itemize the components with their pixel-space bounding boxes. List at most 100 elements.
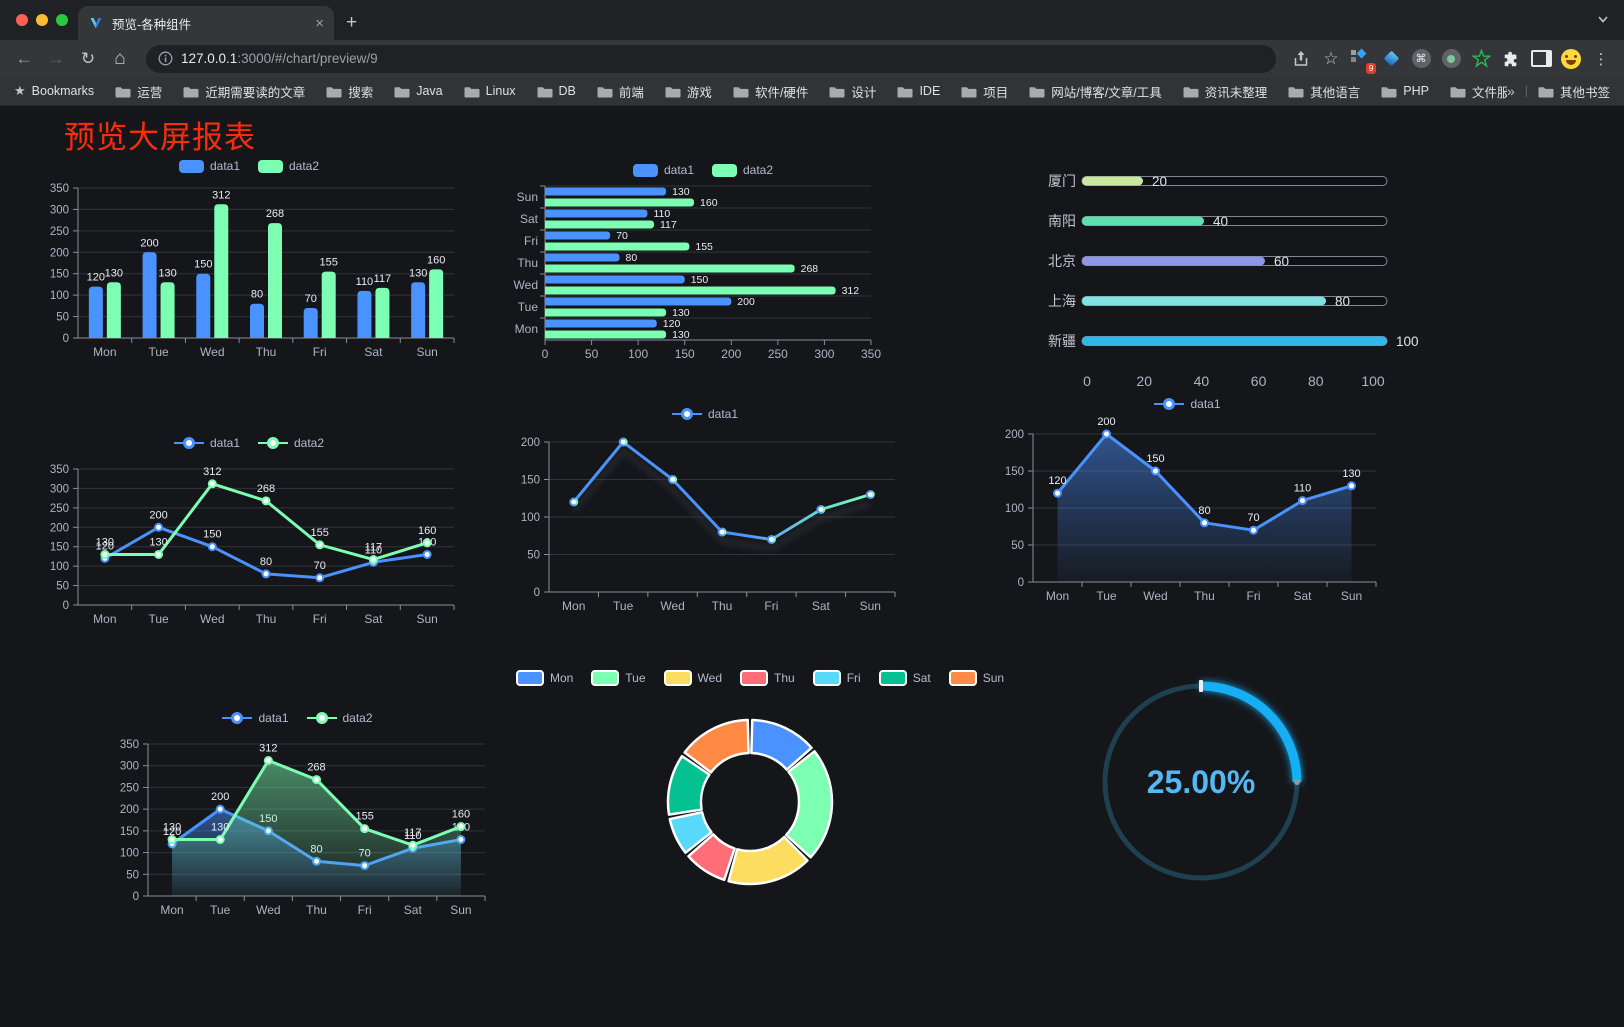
bookmarks-manager[interactable]: ★ Bookmarks [14, 83, 94, 99]
svg-text:Tue: Tue [210, 903, 231, 917]
legend-item-data2[interactable]: data2 [258, 436, 324, 450]
svg-text:200: 200 [211, 791, 229, 803]
svg-text:150: 150 [675, 347, 695, 361]
other-bookmarks-label: 其他书签 [1559, 85, 1610, 100]
maximize-window-button[interactable] [56, 14, 68, 26]
profile-avatar[interactable] [1558, 46, 1584, 72]
legend-item-data2[interactable]: data2 [306, 711, 373, 725]
bookmark-folder[interactable]: 网站/博客/文章/工具 [1029, 82, 1162, 101]
svg-text:Sat: Sat [364, 612, 383, 626]
svg-text:250: 250 [50, 503, 69, 515]
command-extension-icon[interactable]: ⌘ [1408, 46, 1434, 72]
other-bookmarks-folder[interactable]: 其他书签 [1538, 82, 1610, 101]
svg-text:Mon: Mon [93, 612, 116, 626]
bookmark-folder[interactable]: 前端 [597, 82, 644, 101]
svg-text:70: 70 [314, 560, 326, 572]
extension-collage-icon[interactable]: 9 [1348, 46, 1376, 74]
svg-text:150: 150 [1146, 453, 1164, 465]
new-tab-button[interactable]: + [346, 12, 358, 33]
svg-text:50: 50 [126, 869, 139, 881]
bookmark-folder[interactable]: 设计 [829, 82, 876, 101]
site-info-icon[interactable] [158, 51, 173, 66]
svg-text:70: 70 [1247, 512, 1259, 524]
bookmark-folder[interactable]: 资讯未整理 [1183, 82, 1268, 101]
svg-text:100: 100 [120, 848, 139, 860]
tab-search-chevron-icon[interactable] [1596, 12, 1610, 26]
home-icon[interactable]: ⌂ [114, 47, 126, 69]
legend-item-data1[interactable]: data1 [222, 711, 289, 725]
bookmark-folder[interactable]: 软件/硬件 [733, 82, 808, 101]
folder-icon [961, 86, 977, 97]
svg-text:50: 50 [585, 347, 599, 361]
svg-text:155: 155 [320, 257, 338, 269]
back-icon[interactable]: ← [15, 48, 33, 68]
address-bar[interactable]: 127.0.0.1:3000/#/chart/preview/9 [146, 44, 1276, 73]
svg-text:70: 70 [305, 293, 317, 305]
bookmark-folder[interactable]: 其他语言 [1288, 82, 1360, 101]
legend-item-Sun[interactable]: Sun [948, 670, 1004, 686]
legend-item-Mon[interactable]: Mon [515, 670, 573, 686]
legend-item-data1[interactable]: data1 [1154, 397, 1221, 411]
menu-dots-icon[interactable]: ⋮ [1593, 50, 1609, 68]
chart-donut: Mon Tue Wed Thu Fri Sat Sun [515, 666, 1004, 930]
chart-line-dual: data1 data2 0 50 100 150 200 250 300 350 Mon Tue Wed… [30, 431, 468, 635]
close-window-button[interactable] [16, 14, 28, 26]
legend-label: data1 [209, 159, 240, 173]
bookmark-star-icon[interactable]: ☆ [1323, 48, 1339, 68]
legend-item-data1[interactable]: data1 [173, 436, 240, 450]
legend-line-marker-icon [173, 437, 204, 449]
tab-close-icon[interactable]: × [315, 14, 324, 32]
svg-text:350: 350 [120, 739, 139, 751]
bookmark-folder[interactable]: DB [537, 84, 576, 98]
svg-text:80: 80 [1335, 294, 1350, 309]
record-extension-icon[interactable] [1438, 46, 1464, 72]
svg-text:120: 120 [663, 318, 681, 330]
bookmark-folder[interactable]: 游戏 [665, 82, 712, 101]
legend-item-data2[interactable]: data2 [258, 159, 319, 173]
svg-text:0: 0 [534, 587, 540, 599]
svg-text:120: 120 [96, 540, 114, 552]
gem-extension-icon[interactable] [1378, 46, 1404, 72]
extensions-puzzle-icon[interactable] [1498, 46, 1524, 72]
bookmark-folder[interactable]: 近期需要读的文章 [183, 82, 305, 101]
chart-plot: Mon Tue Wed Thu Fri Sat Sun 0 50 100 150 200 250 300 3… [514, 185, 881, 361]
reader-extension-icon[interactable] [1528, 46, 1554, 72]
bookmark-folder[interactable]: 搜索 [326, 82, 373, 101]
svg-text:160: 160 [418, 525, 436, 537]
share-icon[interactable] [1288, 46, 1314, 72]
svg-text:Thu: Thu [712, 599, 733, 613]
chart-gauge: 25.00% [1095, 676, 1307, 888]
svg-text:120: 120 [1048, 475, 1066, 487]
star-extension-icon[interactable] [1468, 46, 1494, 72]
svg-text:300: 300 [814, 347, 834, 361]
bookmark-folder[interactable]: IDE [897, 84, 940, 98]
svg-text:80: 80 [1198, 505, 1210, 517]
bookmark-folder[interactable]: Java [394, 84, 443, 98]
legend-item-Thu[interactable]: Thu [740, 670, 795, 686]
svg-text:Wed: Wed [256, 903, 280, 917]
svg-text:Fri: Fri [358, 903, 372, 917]
bookmark-folder[interactable]: 运营 [115, 82, 162, 101]
legend-swatch [258, 159, 283, 173]
legend-item-data2[interactable]: data2 [712, 163, 773, 177]
bookmark-folder[interactable]: 项目 [961, 82, 1008, 101]
legend-item-Sat[interactable]: Sat [878, 670, 931, 686]
legend-item-data1[interactable]: data1 [632, 163, 694, 177]
forward-icon[interactable]: → [47, 48, 65, 68]
bookmark-folder[interactable]: PHP [1381, 84, 1429, 98]
bookmark-folder[interactable]: 文件服务器 [1450, 82, 1507, 101]
legend-item-Fri[interactable]: Fri [812, 670, 861, 686]
legend-item-Tue[interactable]: Tue [591, 670, 646, 686]
legend-item-data1[interactable]: data1 [671, 407, 738, 421]
svg-text:250: 250 [120, 782, 139, 794]
svg-text:312: 312 [842, 285, 860, 297]
bookmark-label: 资讯未整理 [1204, 85, 1268, 100]
browser-tab[interactable]: 预览-各种组件 × [78, 6, 334, 40]
bookmark-folder[interactable]: Linux [464, 84, 516, 98]
bookmarks-overflow-chevron[interactable]: » [1506, 83, 1515, 99]
legend-label: Wed [697, 671, 722, 685]
reload-icon[interactable]: ↻ [80, 48, 96, 68]
minimize-window-button[interactable] [36, 14, 48, 26]
legend-item-Wed[interactable]: Wed [663, 670, 722, 686]
legend-item-data1[interactable]: data1 [178, 159, 240, 173]
